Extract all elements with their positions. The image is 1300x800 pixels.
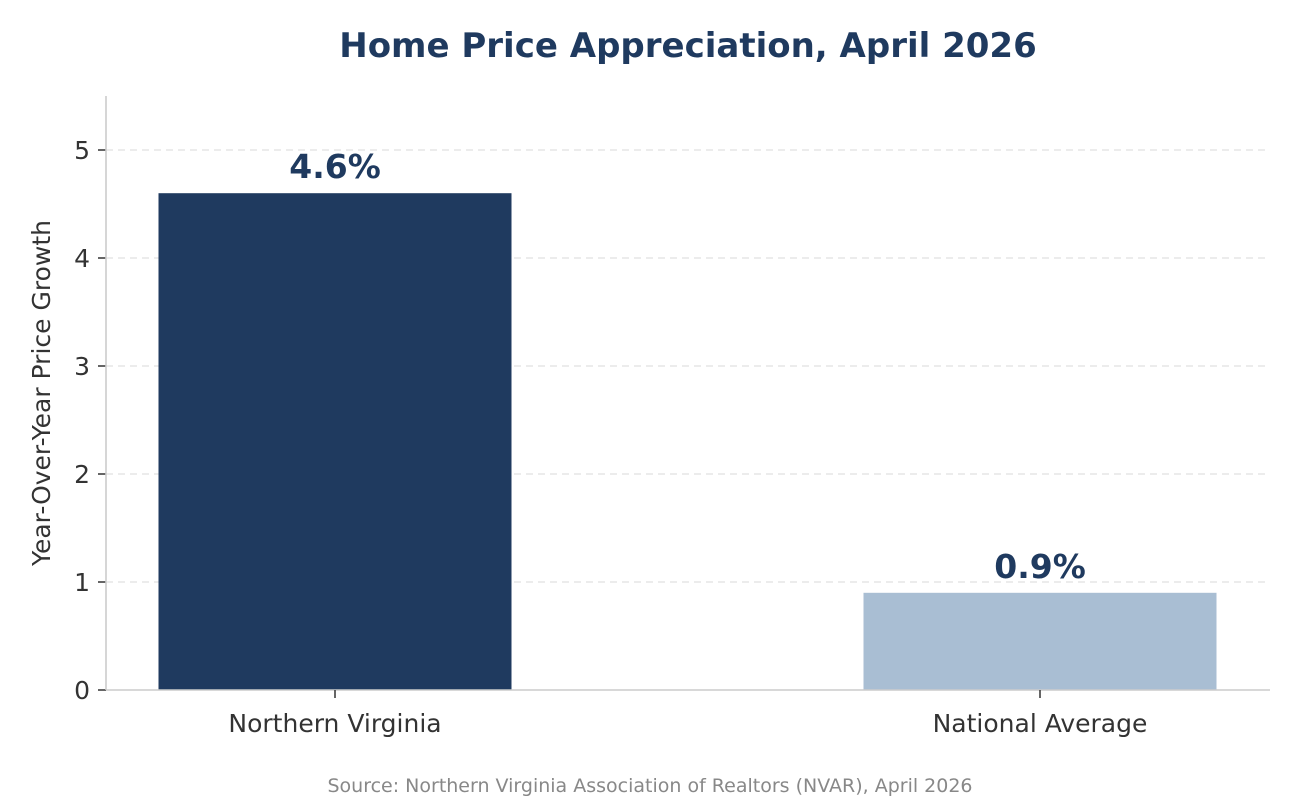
y-tick-label: 0: [74, 676, 90, 705]
x-tick-label: National Average: [933, 709, 1148, 738]
bar-value-label: 4.6%: [289, 147, 381, 186]
tick-labels: 0 1 2 3 4 5 Northern Virginia National Average: [74, 136, 1147, 738]
value-labels: 4.6% 0.9%: [289, 147, 1086, 586]
bar-value-label: 0.9%: [994, 547, 1086, 586]
y-tick-label: 4: [74, 244, 90, 273]
axes: [98, 96, 1270, 698]
x-tick-label: Northern Virginia: [228, 709, 441, 738]
bar-national-average: [863, 592, 1217, 690]
bar-northern-virginia: [158, 193, 512, 690]
y-axis-label: Year-Over-Year Price Growth: [27, 220, 56, 567]
y-tick-label: 1: [74, 568, 90, 597]
bars: [158, 193, 1217, 690]
y-tick-label: 5: [74, 136, 90, 165]
y-tick-label: 2: [74, 460, 90, 489]
chart-title: Home Price Appreciation, April 2026: [339, 26, 1037, 66]
source-note: Source: Northern Virginia Association of…: [327, 775, 972, 797]
y-tick-label: 3: [74, 352, 90, 381]
